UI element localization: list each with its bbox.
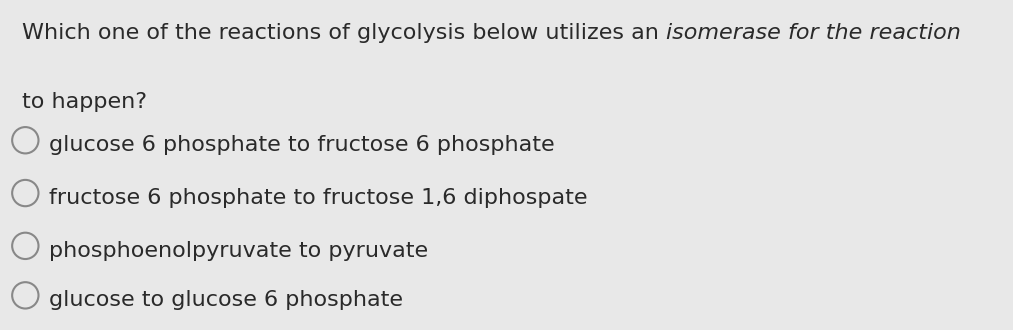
Ellipse shape [12, 282, 38, 309]
Ellipse shape [12, 180, 38, 206]
Text: Which one of the reactions of glycolysis below utilizes an: Which one of the reactions of glycolysis… [22, 23, 667, 43]
Text: isomerase for the reaction: isomerase for the reaction [667, 23, 961, 43]
Text: phosphoenolpyruvate to pyruvate: phosphoenolpyruvate to pyruvate [49, 241, 427, 261]
Text: glucose 6 phosphate to fructose 6 phosphate: glucose 6 phosphate to fructose 6 phosph… [49, 135, 554, 155]
Ellipse shape [12, 127, 38, 153]
Text: fructose 6 phosphate to fructose 1,6 diphospate: fructose 6 phosphate to fructose 1,6 dip… [49, 188, 588, 208]
Text: to happen?: to happen? [22, 92, 147, 113]
Text: glucose to glucose 6 phosphate: glucose to glucose 6 phosphate [49, 290, 402, 310]
Ellipse shape [12, 233, 38, 259]
